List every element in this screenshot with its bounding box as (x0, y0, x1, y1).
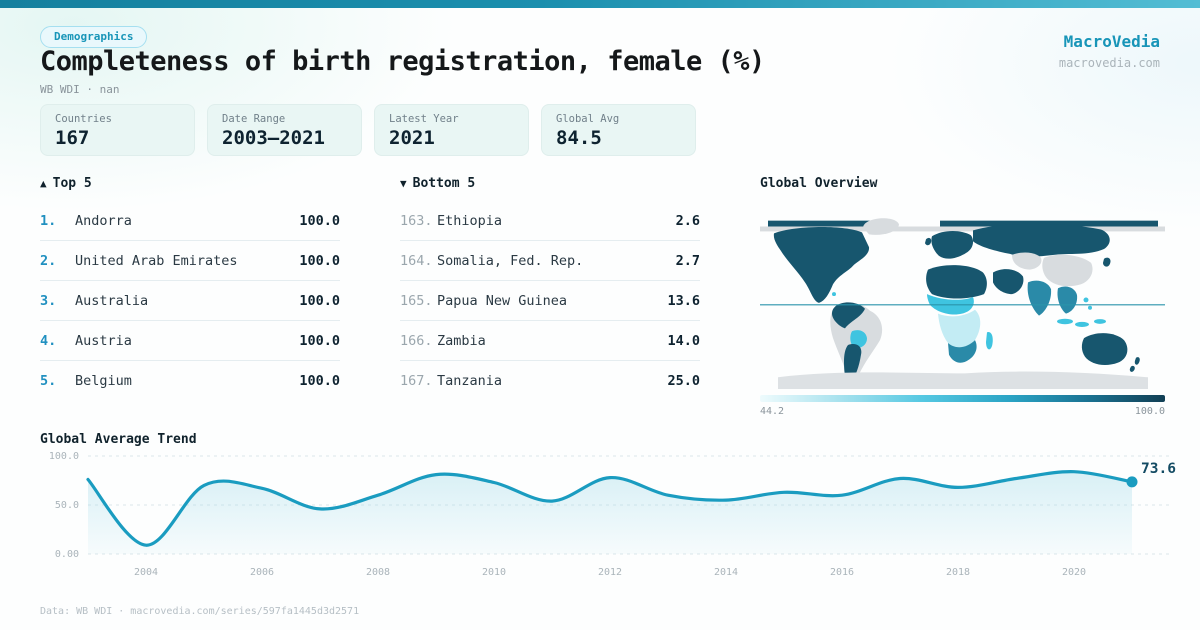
category-badge: Demographics (40, 26, 148, 48)
country-name: Tanzania (437, 373, 503, 389)
svg-text:2012: 2012 (598, 567, 622, 578)
rank: 166. (400, 332, 433, 349)
country-name: United Arab Emirates (75, 252, 238, 269)
country-name: Belgium (75, 373, 132, 389)
top5-list: ▲ Top 5 1. Andorra 100.0 2. United Arab E… (40, 176, 340, 417)
svg-text:100.0: 100.0 (49, 451, 79, 462)
triangle-up-icon: ▲ (40, 177, 47, 190)
trend-chart: 100.0 50.0 0.00 2004 2006 2008 2010 2012 2014 201… (49, 451, 1176, 578)
stat-label: Countries (55, 113, 112, 125)
triangle-down-icon: ▼ (400, 177, 407, 190)
map-color-legend (760, 395, 1165, 402)
stat-value: 167 (55, 127, 90, 149)
svg-text:0.00: 0.00 (55, 549, 79, 560)
rank: 164. (400, 252, 433, 269)
rank: 1. (40, 212, 57, 229)
list-item: 2. United Arab Emirates 100.0 (40, 241, 340, 281)
stat-card-latest-year: Latest Year 2021 (374, 104, 529, 156)
rank: 163. (400, 212, 433, 229)
svg-text:2020: 2020 (1062, 567, 1086, 578)
country-value: 25.0 (667, 373, 700, 389)
list-item: 3. Australia 100.0 (40, 281, 340, 321)
rank: 3. (40, 292, 57, 309)
list-item: 165. Papua New Guinea 13.6 (400, 281, 700, 321)
page-title: Completeness of birth registration, fema… (40, 46, 765, 77)
country-value: 100.0 (299, 332, 340, 349)
country-value: 13.6 (667, 292, 700, 309)
trend-title: Global Average Trend (40, 432, 197, 447)
stat-value: 2021 (389, 127, 435, 149)
list-item: 5. Belgium 100.0 (40, 361, 340, 401)
country-name: Australia (75, 292, 149, 309)
rank: 2. (40, 252, 57, 269)
country-value: 2.6 (675, 212, 700, 229)
stat-value: 2003–2021 (222, 127, 325, 149)
rank: 4. (40, 332, 57, 349)
source-subtitle: WB WDI · nan (40, 83, 120, 96)
country-name: Somalia, Fed. Rep. (437, 252, 584, 269)
list-item: 166. Zambia 14.0 (400, 321, 700, 361)
svg-text:2006: 2006 (250, 567, 274, 578)
top5-header-label: Top 5 (52, 176, 92, 191)
svg-text:73.6: 73.6 (1141, 461, 1176, 477)
stat-label: Date Range (222, 113, 286, 125)
rank: 167. (400, 373, 433, 389)
rank: 5. (40, 373, 57, 389)
list-item: 164. Somalia, Fed. Rep. 2.7 (400, 241, 700, 281)
stat-label: Global Avg (556, 113, 620, 125)
svg-text:2004: 2004 (134, 567, 158, 578)
stat-label: Latest Year (389, 113, 459, 125)
brand-logo: MacroVedia (1063, 32, 1160, 51)
country-value: 100.0 (299, 373, 340, 389)
stat-value: 84.5 (556, 127, 602, 149)
svg-text:2010: 2010 (482, 567, 506, 578)
rank: 165. (400, 292, 433, 309)
svg-text:2008: 2008 (366, 567, 390, 578)
country-name: Ethiopia (437, 212, 503, 229)
stat-card-countries: Countries 167 (40, 104, 195, 156)
legend-min-label: 44.2 (760, 406, 785, 417)
global-overview-panel: Global Overview (760, 176, 1165, 417)
stat-card-date-range: Date Range 2003–2021 (207, 104, 362, 156)
bottom5-header: ▼ Bottom 5 (400, 176, 700, 198)
bottom5-header-label: Bottom 5 (412, 176, 476, 191)
country-value: 100.0 (299, 292, 340, 309)
country-name: Austria (75, 332, 132, 349)
country-value: 2.7 (675, 252, 700, 269)
legend-max-label: 100.0 (1134, 406, 1165, 417)
top5-header: ▲ Top 5 (40, 176, 340, 198)
top-accent-bar (0, 0, 1200, 8)
footer-source: Data: WB WDI · macrovedia.com/series/597… (40, 606, 360, 617)
country-name: Zambia (437, 332, 486, 349)
brand-url: macrovedia.com (1058, 56, 1160, 70)
svg-text:2018: 2018 (946, 567, 970, 578)
stat-cards: Countries 167 Date Range 2003–2021 Lates… (40, 104, 696, 156)
list-item: 163. Ethiopia 2.6 (400, 201, 700, 241)
list-item: 1. Andorra 100.0 (40, 201, 340, 241)
svg-text:2014: 2014 (714, 567, 738, 578)
list-item: 167. Tanzania 25.0 (400, 361, 700, 401)
country-name: Andorra (75, 212, 132, 229)
country-value: 100.0 (299, 252, 340, 269)
world-map-choropleth (760, 218, 1165, 390)
country-value: 14.0 (667, 332, 700, 349)
stat-card-global-avg: Global Avg 84.5 (541, 104, 696, 156)
svg-text:50.0: 50.0 (55, 500, 79, 511)
map-title: Global Overview (760, 176, 878, 191)
country-name: Papua New Guinea (437, 292, 568, 309)
svg-text:2016: 2016 (830, 567, 854, 578)
list-item: 4. Austria 100.0 (40, 321, 340, 361)
bottom5-list: ▼ Bottom 5 163. Ethiopia 2.6 164. Somalia… (400, 176, 700, 417)
country-value: 100.0 (299, 212, 340, 229)
